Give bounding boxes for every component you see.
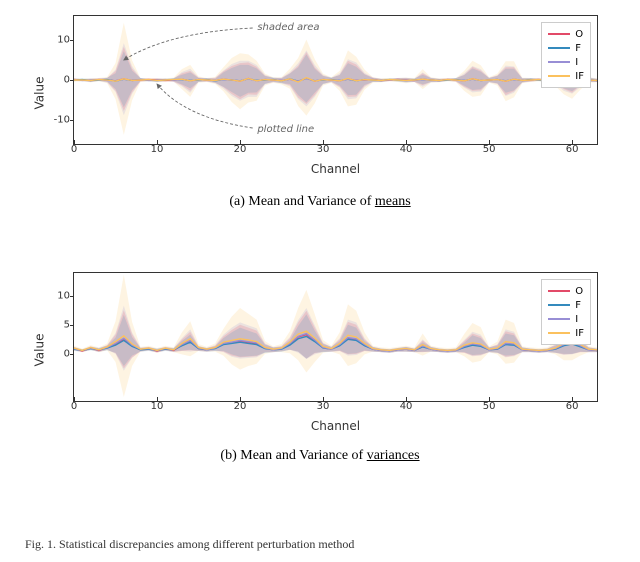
- legend-label: I: [575, 314, 578, 325]
- legend-swatch: [548, 75, 570, 77]
- ticks-y-a: -10010: [40, 16, 70, 144]
- legend-swatch: [548, 290, 570, 292]
- plot-area-b: 0102030405060 0510 Channel OFIIF: [73, 272, 598, 402]
- caption-b-prefix: (b) Mean and Variance of: [220, 448, 366, 463]
- plot-area-a: 0102030405060 -10010 Channel shaded area…: [73, 15, 598, 145]
- legend-item-o: O: [548, 27, 584, 41]
- legend-item-if: IF: [548, 326, 584, 340]
- legend-label: F: [575, 43, 581, 54]
- footer-text: Fig. 1. Statistical discrepancies among …: [25, 537, 615, 552]
- annotation-plotted-line: plotted line: [257, 124, 314, 135]
- ticks-x-b: 0102030405060: [74, 401, 597, 417]
- figure-a: Value 0102030405060 -10010 Channel shade…: [25, 5, 615, 180]
- figure-b: Value 0102030405060 0510 Channel OFIIF: [25, 262, 615, 437]
- caption-b: (b) Mean and Variance of variances: [220, 448, 419, 464]
- legend-item-o: O: [548, 284, 584, 298]
- legend-item-i: I: [548, 312, 584, 326]
- legend-b: OFI IF: [541, 279, 591, 345]
- legend-label: I: [575, 57, 578, 68]
- caption-a: (a) Mean and Variance of means: [229, 194, 410, 210]
- legend-label: F: [575, 300, 581, 311]
- legend-item-i: I: [548, 55, 584, 69]
- legend-label: O: [575, 286, 583, 297]
- legend-label: IF: [575, 71, 584, 82]
- legend-swatch: [548, 332, 570, 334]
- xlabel-b: Channel: [311, 419, 360, 433]
- legend-swatch: [548, 304, 570, 306]
- ticks-x-a: 0102030405060: [74, 144, 597, 160]
- legend-swatch: [548, 318, 570, 320]
- legend-label: IF: [575, 328, 584, 339]
- legend-item-f: F: [548, 41, 584, 55]
- legend-swatch: [548, 33, 570, 35]
- caption-a-prefix: (a) Mean and Variance of: [229, 194, 375, 209]
- caption-a-underlined: means: [375, 194, 411, 209]
- legend-item-f: F: [548, 298, 584, 312]
- legend-label: O: [575, 29, 583, 40]
- legend-item-if: IF: [548, 69, 584, 83]
- xlabel-a: Channel: [311, 162, 360, 176]
- legend-swatch: [548, 61, 570, 63]
- legend-swatch: [548, 47, 570, 49]
- caption-b-underlined: variances: [367, 448, 420, 463]
- annotation-shaded-area: shaded area: [257, 22, 319, 33]
- legend-a: OFI IF: [541, 22, 591, 88]
- ticks-y-b: 0510: [40, 273, 70, 401]
